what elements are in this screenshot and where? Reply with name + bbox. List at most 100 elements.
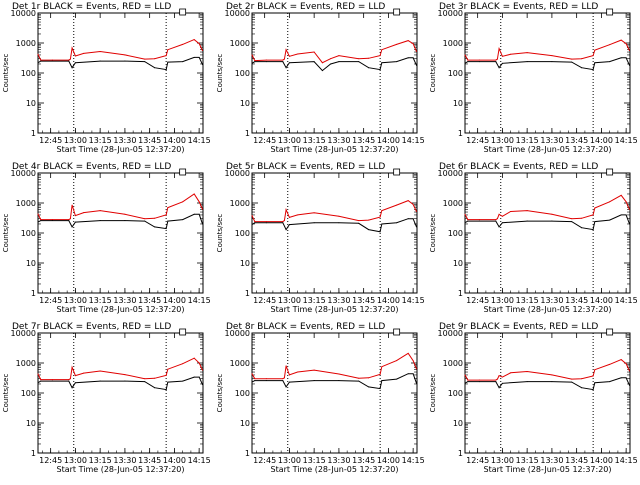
- point-events: [68, 380, 70, 382]
- point-lld: [68, 379, 70, 381]
- point-events: [620, 214, 622, 216]
- y-tick-label: 10: [453, 259, 463, 268]
- x-tick-label: 12:45: [39, 136, 62, 145]
- x-tick-label: 14:00: [163, 456, 186, 465]
- point-events: [338, 61, 340, 63]
- point-events: [285, 229, 287, 231]
- series-line-events: [464, 377, 630, 391]
- point-lld: [496, 378, 498, 380]
- point-lld: [415, 51, 417, 53]
- point-lld: [592, 55, 594, 57]
- chart-panel: Det 2r BLACK = Events, RED = LLD 1 10 100 10…: [216, 2, 425, 154]
- point-lld: [154, 217, 156, 219]
- point-events: [51, 60, 53, 62]
- time-marker-box: [393, 8, 401, 16]
- point-lld: [265, 59, 267, 61]
- y-tick-label: 1: [31, 129, 36, 138]
- point-lld: [124, 213, 126, 215]
- point-lld: [478, 379, 480, 381]
- y-tick-label: 10000: [438, 9, 463, 18]
- point-events: [620, 57, 622, 59]
- point-lld: [381, 210, 383, 212]
- point-events: [282, 222, 284, 224]
- chart-panel: Det 1r BLACK = Events, RED = LLD 1 10 100 10…: [2, 2, 211, 154]
- point-lld: [282, 221, 284, 223]
- y-tick-label: 1000: [230, 199, 250, 208]
- point-lld: [198, 43, 200, 45]
- point-events: [37, 382, 39, 384]
- point-events: [478, 220, 480, 222]
- point-events: [368, 229, 370, 231]
- point-events: [501, 382, 503, 384]
- point-lld: [124, 374, 126, 376]
- point-events: [571, 381, 573, 383]
- x-tick-label: 14:15: [188, 296, 211, 305]
- point-events: [37, 221, 39, 223]
- point-events: [498, 387, 500, 389]
- point-lld: [381, 366, 383, 368]
- x-tick-label: 13:15: [516, 136, 539, 145]
- x-tick-label: 13:00: [491, 296, 514, 305]
- x-tick-label: 13:00: [64, 136, 87, 145]
- point-events: [68, 60, 70, 62]
- point-lld: [330, 58, 332, 60]
- point-events: [628, 223, 630, 225]
- point-lld: [99, 210, 101, 212]
- point-events: [182, 219, 184, 221]
- y-tick-label: 1: [245, 129, 250, 138]
- point-events: [358, 61, 360, 63]
- y-tick-label: 1: [31, 449, 36, 458]
- x-tick-label: 14:00: [590, 456, 613, 465]
- point-events: [379, 231, 381, 233]
- y-tick-label: 1000: [16, 359, 36, 368]
- point-lld: [407, 40, 409, 42]
- series-line-lld: [251, 200, 417, 223]
- x-tick-label: 13:30: [540, 456, 563, 465]
- point-lld: [182, 43, 184, 45]
- point-events: [412, 373, 414, 375]
- point-lld: [628, 370, 630, 372]
- point-lld: [165, 214, 167, 216]
- point-lld: [283, 220, 285, 222]
- x-tick-label: 13:30: [327, 296, 350, 305]
- point-lld: [625, 201, 627, 203]
- series-line-events: [464, 214, 630, 231]
- point-lld: [551, 55, 553, 57]
- series-line-lld: [251, 352, 417, 380]
- point-events: [620, 377, 622, 379]
- point-events: [628, 384, 630, 386]
- y-tick-label: 1: [31, 289, 36, 298]
- point-lld: [288, 216, 290, 218]
- point-lld: [282, 59, 284, 61]
- point-lld: [358, 58, 360, 60]
- point-lld: [313, 51, 315, 53]
- point-lld: [495, 59, 497, 61]
- chart-panel: Det 4r BLACK = Events, RED = LLD 1 10 100 10…: [2, 162, 211, 314]
- point-lld: [99, 51, 101, 53]
- point-lld: [182, 363, 184, 365]
- point-lld: [396, 360, 398, 362]
- x-tick-label: 14:00: [377, 456, 400, 465]
- point-lld: [313, 212, 315, 214]
- x-tick-label: 14:15: [402, 456, 425, 465]
- point-lld: [201, 50, 203, 52]
- point-lld: [338, 215, 340, 217]
- y-axis-label: Counts/sec: [2, 374, 10, 413]
- point-lld: [165, 55, 167, 57]
- point-lld: [69, 378, 71, 380]
- point-lld: [581, 58, 583, 60]
- x-tick-label: 13:45: [138, 456, 161, 465]
- x-tick-label: 13:30: [540, 136, 563, 145]
- point-events: [396, 222, 398, 224]
- x-tick-label: 14:15: [402, 136, 425, 145]
- point-lld: [379, 55, 381, 57]
- y-tick-label: 1000: [230, 359, 250, 368]
- point-events: [124, 380, 126, 382]
- point-lld: [381, 49, 383, 51]
- x-tick-label: 13:00: [491, 136, 514, 145]
- point-lld: [124, 54, 126, 56]
- point-lld: [154, 58, 156, 60]
- point-lld: [358, 220, 360, 222]
- y-tick-label: 1000: [230, 39, 250, 48]
- y-tick-label: 10000: [225, 329, 250, 338]
